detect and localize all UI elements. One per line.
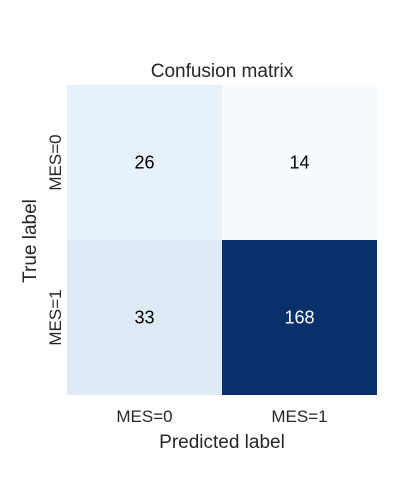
heatmap-cell-r1-c0 xyxy=(67,240,222,395)
cell-value-label-r0-c1: 14 xyxy=(289,153,309,173)
x-tick-labels: MES=0 MES=1 xyxy=(116,407,327,426)
cell-value-label-r1-c1: 168 xyxy=(284,308,314,328)
y-tick-labels: MES=0 MES=1 xyxy=(46,134,65,345)
x-tick-label: MES=1 xyxy=(271,407,327,426)
heatmap-cells xyxy=(67,85,377,395)
heatmap-value-labels: 26 14 33 168 xyxy=(134,153,314,328)
chart-title: Confusion matrix xyxy=(151,61,294,82)
y-tick-label: MES=1 xyxy=(46,289,65,345)
heatmap-cell-r0-c1 xyxy=(222,85,377,240)
y-tick-label: MES=0 xyxy=(46,134,65,190)
cell-value-label-r1-c0: 33 xyxy=(134,308,154,328)
x-tick-label: MES=0 xyxy=(116,407,172,426)
heatmap-cell-r0-c0 xyxy=(67,85,222,240)
x-axis-label: Predicted label xyxy=(159,432,285,453)
cell-value-label-r0-c0: 26 xyxy=(134,153,154,173)
heatmap-cell-r1-c1 xyxy=(222,240,377,395)
y-axis-label: True label xyxy=(20,199,41,283)
